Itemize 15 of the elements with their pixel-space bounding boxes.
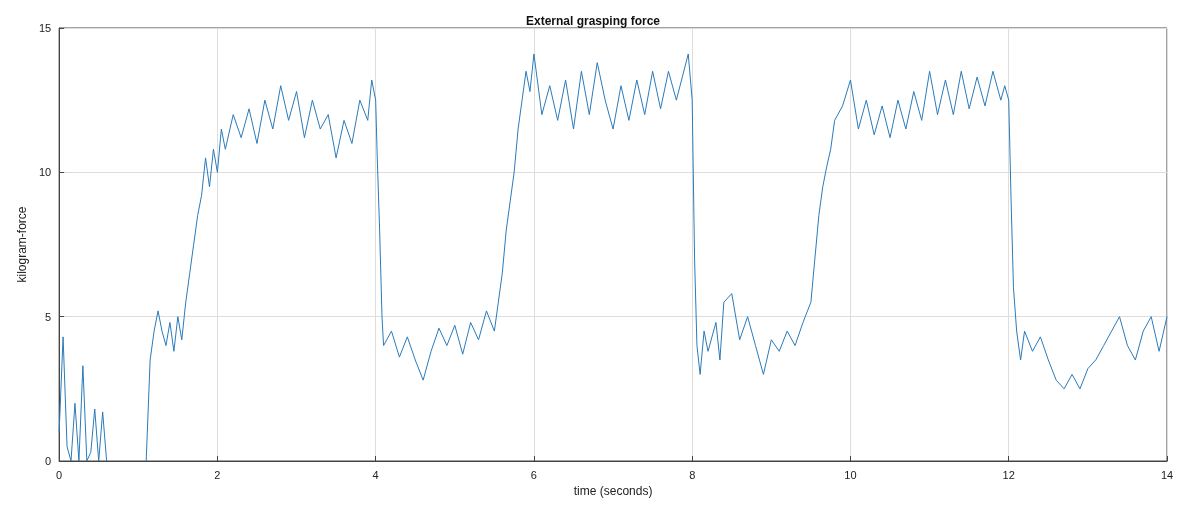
y-axis-title: kilogram-force bbox=[15, 206, 29, 283]
chart-title: External grasping force bbox=[525, 14, 661, 28]
y-tick-label: 15 bbox=[38, 22, 52, 34]
x-tick-label: 2 bbox=[214, 468, 221, 481]
x-tick-label: 4 bbox=[372, 468, 379, 481]
y-tick-label: 0 bbox=[45, 455, 52, 467]
x-axis-title: time (seconds) bbox=[573, 484, 653, 498]
x-tick-label: 0 bbox=[56, 468, 63, 481]
y-tick-label: 10 bbox=[38, 166, 52, 179]
x-tick-label: 6 bbox=[530, 468, 537, 481]
x-tick-label: 10 bbox=[844, 468, 857, 481]
x-tick-label: 8 bbox=[689, 468, 696, 481]
x-tick-label: 12 bbox=[1002, 468, 1015, 481]
y-tick-label: 5 bbox=[45, 310, 52, 323]
x-tick-label: 14 bbox=[1160, 468, 1174, 481]
